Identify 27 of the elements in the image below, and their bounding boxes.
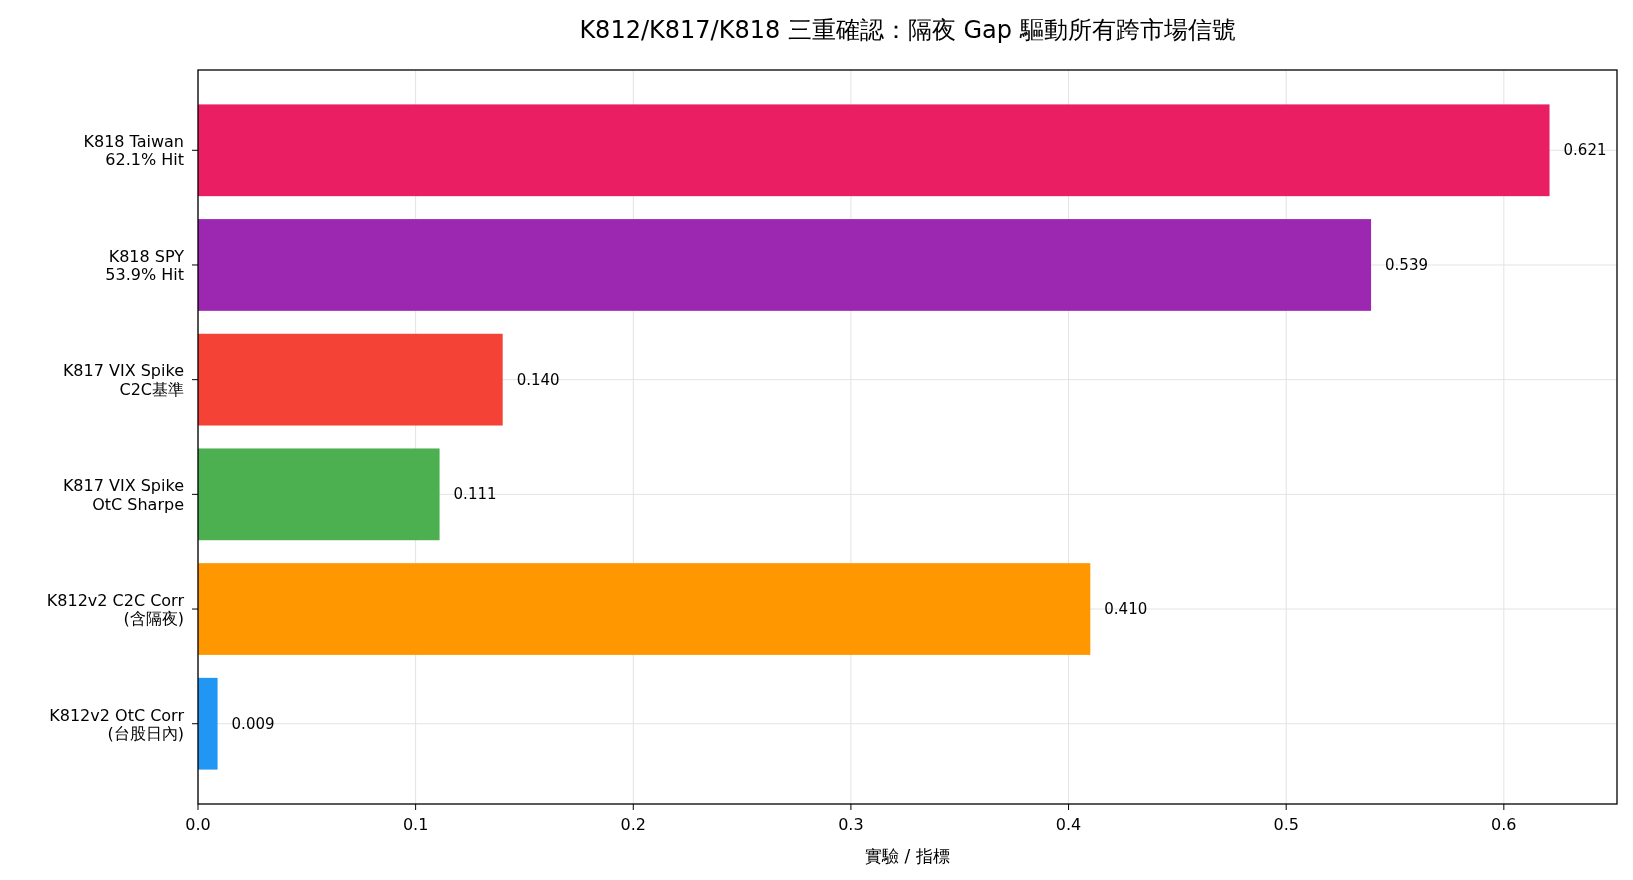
- y-tick-label: K818 Taiwan 62.1% Hit: [83, 132, 184, 170]
- data-label: 0.410: [1104, 600, 1148, 619]
- bar: [198, 333, 503, 426]
- bar: [198, 563, 1091, 655]
- bar: [198, 219, 1372, 311]
- x-tick-label: 0.5: [1273, 815, 1299, 834]
- x-tick-label: 0.3: [838, 815, 864, 834]
- y-tick-label: K812v2 C2C Corr (含隔夜): [46, 590, 185, 629]
- data-label: 0.140: [516, 370, 560, 389]
- bar: [198, 677, 218, 770]
- x-axis-title: 實驗 / 指標: [865, 846, 950, 866]
- y-tick-label: K817 VIX Spike OtC Sharpe: [62, 476, 184, 514]
- data-label: 0.539: [1385, 255, 1429, 274]
- data-label: 0.621: [1563, 141, 1607, 160]
- data-label: 0.111: [453, 485, 497, 504]
- x-tick-label: 0.4: [1055, 815, 1082, 834]
- x-tick-label: 0.1: [402, 815, 429, 834]
- chart-title: K812/K817/K818 三重確認：隔夜 Gap 驅動所有跨市場信號: [579, 16, 1236, 44]
- bar: [198, 448, 440, 541]
- y-tick-label: K818 SPY 53.9% Hit: [105, 246, 185, 285]
- bar: [198, 104, 1550, 197]
- x-tick-label: 0.0: [185, 815, 211, 834]
- x-tick-label: 0.2: [620, 815, 646, 834]
- data-label: 0.009: [231, 714, 275, 733]
- y-tick-label: K817 VIX Spike C2C基準: [62, 361, 184, 399]
- x-tick-label: 0.6: [1491, 815, 1517, 834]
- y-tick-label: K812v2 OtC Corr (台股日內): [49, 705, 185, 743]
